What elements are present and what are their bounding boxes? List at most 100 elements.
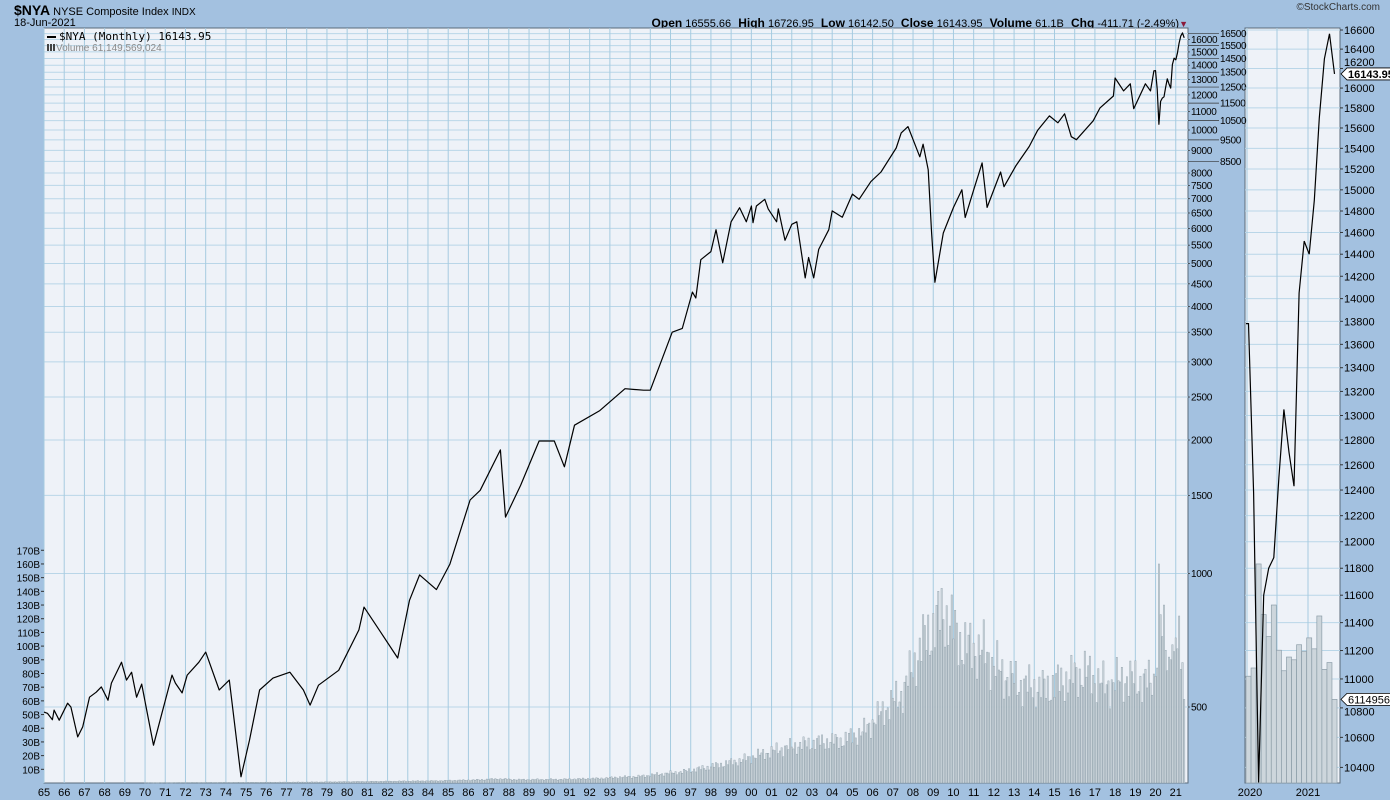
volume-bar [1011, 673, 1014, 784]
volume-bar [804, 740, 807, 784]
volume-bar [1075, 667, 1078, 784]
volume-bar [826, 738, 829, 784]
volume-bar [356, 781, 359, 784]
volume-bar [507, 778, 510, 784]
volume-bar [1178, 615, 1181, 784]
inset-volume-bar [1316, 615, 1323, 784]
volume-bar [674, 771, 677, 784]
x-tick-label: 89 [523, 787, 535, 799]
x-tick-label: 68 [99, 787, 111, 799]
volume-bar [797, 746, 800, 784]
volume-tick-label: 170B [17, 546, 41, 557]
volume-bar [418, 780, 421, 784]
volume-bar [544, 779, 547, 784]
volume-bar [789, 738, 791, 784]
volume-bar [262, 782, 264, 784]
volume-bar [945, 605, 948, 784]
volume-bar [1112, 682, 1115, 784]
volume-bar [644, 777, 647, 784]
volume-bar [716, 763, 719, 784]
inset-y-tick-label: 11600 [1344, 590, 1374, 602]
volume-bar [765, 753, 768, 784]
volume-bar [932, 613, 935, 784]
volume-bar [1109, 708, 1111, 784]
volume-bar [994, 676, 997, 784]
volume-tick-label: 20B [22, 752, 40, 763]
y-tick-label: 8000 [1191, 169, 1213, 180]
copyright-text: ©StockCharts.com [1296, 2, 1380, 13]
x-tick-label: 96 [664, 787, 676, 799]
volume-bar [1088, 655, 1091, 784]
x-tick-label: 19 [1129, 787, 1141, 799]
volume-bar [843, 745, 845, 784]
volume-bar [795, 753, 798, 784]
inset-y-tick-label: 13000 [1344, 411, 1375, 423]
volume-bar [652, 774, 655, 784]
x-tick-label: 67 [78, 787, 90, 799]
volume-bar [1078, 668, 1081, 784]
volume-bar [497, 779, 500, 784]
inset-volume-bar [1331, 699, 1338, 784]
volume-bar [774, 750, 776, 784]
x-tick-label: 10 [947, 787, 959, 799]
inset-price-line [1246, 33, 1336, 783]
y-tick-label: 2500 [1191, 393, 1213, 404]
y-tick-label: 10500 [1220, 116, 1247, 127]
volume-bar [1147, 659, 1150, 784]
volume-bar [671, 772, 674, 784]
volume-bar [1087, 665, 1090, 784]
x-tick-label: 18 [1109, 787, 1121, 799]
volume-bar [342, 781, 345, 784]
volume-bar [1062, 685, 1064, 784]
inset-y-tick-label: 14200 [1344, 271, 1375, 283]
volume-bar [642, 774, 645, 784]
volume-bar [745, 760, 748, 784]
volume-bar [1055, 673, 1058, 784]
y-tick-label: 16000 [1191, 35, 1218, 46]
volume-bar [585, 779, 588, 784]
volume-bar [331, 781, 333, 784]
volume-bar [715, 762, 717, 784]
volume-bar [479, 779, 482, 784]
volume-bar [937, 591, 940, 784]
x-tick-label: 09 [927, 787, 939, 799]
volume-bar [556, 780, 559, 784]
volume-bar [923, 625, 926, 784]
volume-tick-label: 30B [22, 738, 40, 749]
volume-bar [553, 779, 556, 784]
volume-bar [256, 782, 259, 784]
volume-label: Volume [989, 16, 1033, 30]
volume-bar [870, 738, 872, 784]
chg-label: Chg [1070, 16, 1095, 30]
volume-bar [619, 776, 621, 784]
volume-bar [1092, 675, 1095, 784]
volume-bar [755, 758, 758, 784]
volume-bar [462, 779, 465, 784]
volume-bar [903, 681, 906, 784]
volume-bar [228, 782, 231, 784]
volume-bar [816, 738, 818, 784]
volume-bar [162, 782, 165, 784]
volume-bar [1122, 701, 1125, 784]
volume-bar [145, 782, 148, 784]
volume-bar [324, 781, 327, 784]
volume-bar [272, 782, 274, 784]
volume-bar [179, 782, 182, 784]
inset-volume-bar [1286, 656, 1292, 784]
x-tick-label: 94 [624, 787, 636, 799]
volume-value: 61.1B [1035, 18, 1064, 30]
volume-bar [822, 743, 825, 784]
volume-bar [277, 782, 279, 784]
volume-bar [218, 782, 221, 784]
volume-bar [258, 782, 261, 784]
volume-bar [806, 746, 808, 784]
inset-y-tick-label: 13600 [1344, 339, 1375, 351]
inset-y-tick-label: 14600 [1344, 227, 1375, 239]
volume-bar [278, 781, 281, 784]
close-value: 16143.95 [936, 18, 983, 30]
volume-bar [750, 763, 753, 784]
volume-bar [740, 762, 743, 784]
inset-x-tick-label: 2020 [1238, 787, 1262, 799]
volume-bar [742, 759, 744, 784]
